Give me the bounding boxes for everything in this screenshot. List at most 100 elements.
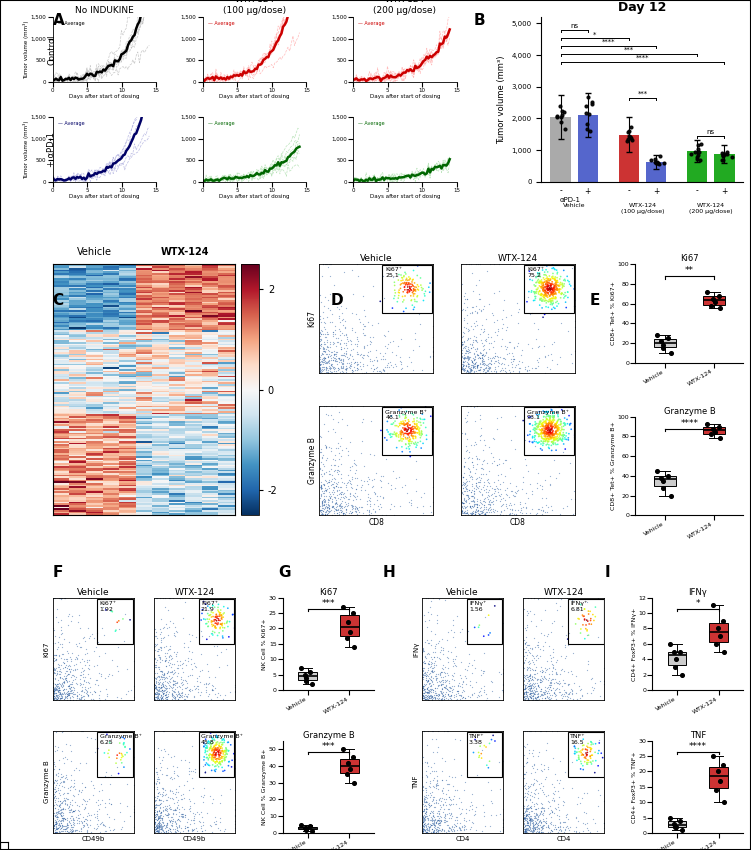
Point <box>517 799 529 813</box>
Point <box>321 355 333 369</box>
Point <box>217 631 229 644</box>
Point <box>417 689 429 703</box>
Point <box>513 366 525 379</box>
Point <box>484 626 496 640</box>
Point <box>550 274 562 287</box>
Point <box>49 637 61 650</box>
Point <box>65 681 77 694</box>
Point <box>317 351 329 365</box>
Point <box>152 812 164 825</box>
Point <box>541 422 553 435</box>
Point <box>161 659 173 672</box>
Point <box>512 503 524 517</box>
Point <box>153 692 165 706</box>
Point <box>480 485 492 499</box>
Point <box>456 819 468 832</box>
Point <box>316 366 328 379</box>
Point <box>340 496 352 510</box>
Point <box>470 299 482 313</box>
Point <box>535 280 547 294</box>
Point <box>419 285 431 298</box>
Point <box>419 688 431 702</box>
Point <box>412 422 424 435</box>
Point <box>55 821 67 835</box>
Point <box>321 356 333 370</box>
Point <box>552 797 564 811</box>
Point <box>161 646 173 660</box>
Point <box>56 819 68 832</box>
Point <box>429 687 441 700</box>
Point <box>599 821 611 835</box>
Point <box>466 485 478 499</box>
Point <box>328 348 340 361</box>
Point <box>547 416 559 429</box>
Point <box>544 411 556 424</box>
Point <box>521 817 533 830</box>
Point <box>51 682 63 695</box>
Point <box>421 811 433 824</box>
Point <box>444 684 456 698</box>
Point <box>182 823 194 836</box>
Point <box>189 660 201 673</box>
Point <box>520 819 532 832</box>
Point <box>323 354 335 367</box>
Point <box>539 815 551 829</box>
Point <box>156 683 168 697</box>
Point <box>331 497 343 511</box>
Text: **: ** <box>685 266 694 275</box>
Point <box>432 740 444 754</box>
Point <box>47 812 59 825</box>
Point <box>337 353 349 366</box>
Point <box>332 480 344 494</box>
Point <box>159 783 171 796</box>
Point <box>106 654 118 667</box>
Point <box>82 806 94 819</box>
Point <box>315 487 327 501</box>
Point <box>320 474 332 488</box>
Point <box>584 745 596 758</box>
Point <box>65 805 77 819</box>
Point <box>462 357 474 371</box>
Point <box>529 806 541 819</box>
Point <box>433 652 445 666</box>
Point <box>62 688 74 702</box>
Point <box>152 680 164 694</box>
Point <box>436 774 448 787</box>
Point <box>338 507 350 520</box>
Point <box>522 815 534 829</box>
Point <box>62 679 74 693</box>
Point <box>162 748 174 762</box>
Point <box>536 427 548 440</box>
Point <box>424 774 436 788</box>
Point <box>525 691 537 705</box>
Point <box>148 640 160 654</box>
Point <box>534 813 546 827</box>
Point <box>541 412 553 426</box>
Point <box>388 428 400 441</box>
Point <box>407 273 419 286</box>
Point <box>395 416 407 430</box>
Point <box>545 804 557 818</box>
Point <box>421 821 433 835</box>
Point <box>535 784 547 797</box>
Point <box>325 366 337 379</box>
Point <box>483 476 495 490</box>
Point <box>159 654 171 667</box>
Point <box>215 606 227 620</box>
Point <box>499 493 511 507</box>
Point <box>366 318 378 332</box>
Point <box>540 300 552 314</box>
Point <box>457 481 469 495</box>
Point <box>427 691 439 705</box>
Point <box>329 319 341 332</box>
Point <box>419 818 431 831</box>
Point <box>535 642 547 655</box>
Point <box>466 319 478 332</box>
Point <box>151 813 163 827</box>
Point <box>426 811 438 824</box>
Point <box>519 825 531 839</box>
Point <box>524 679 536 693</box>
Point <box>58 806 70 819</box>
Point <box>581 786 593 800</box>
Point <box>210 736 222 750</box>
